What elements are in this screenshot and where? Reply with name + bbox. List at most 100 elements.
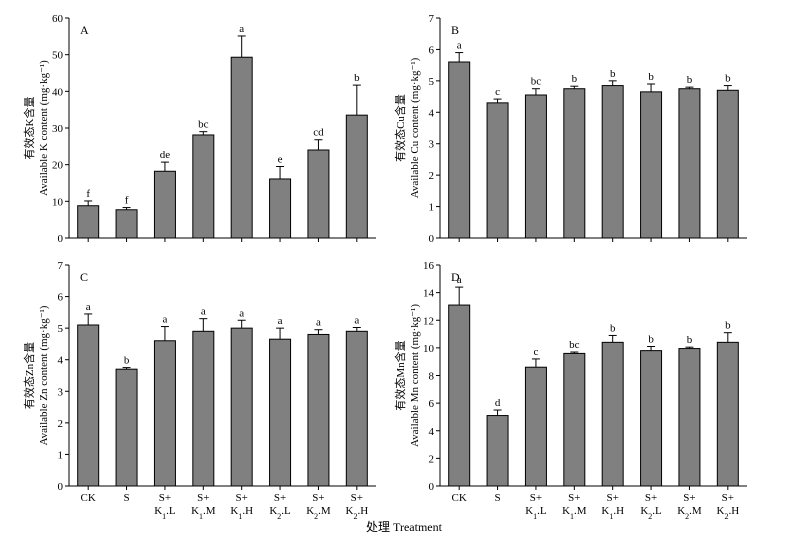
panel-letter: C (80, 270, 88, 284)
bar (345, 330, 368, 487)
y-tick-label: 6 (429, 398, 435, 410)
chart-panel-c: 0 1 2 3 4 5 6 7 a b a a a a a a C 有效态Zn含量 Available Zn con… (22, 260, 376, 521)
y-tick-label: 0 (58, 233, 64, 245)
significance-label: a (239, 307, 244, 319)
category-label: S+ (159, 492, 171, 504)
y-axis-label-chinese: 有效态K含量 (22, 97, 36, 160)
bar (307, 333, 330, 487)
bar (524, 94, 547, 239)
bar (716, 341, 739, 487)
category-label-line2: K2.M (677, 505, 702, 521)
bar (524, 366, 547, 487)
significance-label: a (162, 314, 167, 326)
y-tick-label: 50 (52, 50, 64, 62)
significance-label: b (610, 322, 616, 334)
significance-label: a (278, 315, 283, 327)
bar (153, 170, 176, 239)
category-label-line2: K1.H (601, 505, 624, 521)
category-label: CK (81, 492, 96, 504)
bar (230, 56, 253, 239)
category-label: S+ (351, 492, 363, 504)
category-label: S+ (312, 492, 324, 504)
category-label: S+ (530, 492, 542, 504)
significance-label: b (725, 320, 731, 332)
bar (345, 114, 368, 239)
bar (601, 85, 624, 239)
bar (716, 89, 739, 239)
y-tick-label: 40 (52, 86, 64, 98)
significance-label: f (86, 188, 90, 200)
y-tick-label: 5 (58, 323, 64, 335)
bar (192, 134, 215, 239)
category-label: S+ (683, 492, 695, 504)
y-tick-label: 1 (429, 202, 435, 214)
category-label: S+ (568, 492, 580, 504)
significance-label: c (533, 346, 538, 358)
category-label-line2: K2.H (345, 505, 368, 521)
significance-label: a (201, 306, 206, 318)
bar (448, 304, 471, 487)
panel-letter: B (451, 23, 459, 37)
significance-label: bc (569, 339, 580, 351)
category-label: S+ (274, 492, 286, 504)
significance-label: bc (198, 119, 209, 131)
chart-panel-b: 0 1 2 3 4 5 6 7 a c bc b b b b b B 有效态Cu含量 Available Cu co… (393, 13, 747, 245)
y-axis-label-english: Available Mn content (mg·kg⁻¹) (409, 304, 421, 447)
significance-label: a (457, 274, 462, 286)
significance-label: f (125, 195, 129, 207)
significance-label: b (354, 72, 360, 84)
category-label-line2: K1.L (154, 505, 176, 521)
category-label: S+ (236, 492, 248, 504)
significance-label: a (86, 301, 91, 313)
chart-panel-d: 0 2 4 6 8 10 12 14 16 a d c bc b b b b D 有效态Mn含量 Available … (393, 260, 747, 521)
significance-label: b (648, 333, 654, 345)
y-tick-label: 0 (429, 481, 435, 493)
y-tick-label: 8 (429, 371, 435, 383)
y-tick-label: 20 (52, 160, 64, 172)
y-tick-label: 1 (58, 449, 64, 461)
y-tick-label: 4 (429, 426, 435, 438)
y-tick-label: 5 (429, 76, 435, 88)
category-label-line2: K1.L (525, 505, 547, 521)
x-axis-title: 处理 Treatment (366, 520, 443, 534)
category-label: S+ (645, 492, 657, 504)
bar (486, 102, 509, 239)
y-tick-label: 2 (429, 453, 435, 465)
bar (307, 149, 330, 239)
bar (678, 88, 701, 239)
bar (77, 205, 100, 239)
bar (486, 415, 509, 487)
bar (192, 330, 215, 487)
bar (77, 324, 100, 487)
y-tick-label: 3 (58, 386, 64, 398)
significance-label: b (648, 71, 654, 83)
significance-label: bc (531, 76, 542, 88)
y-tick-label: 0 (58, 481, 64, 493)
y-tick-label: 60 (52, 13, 64, 25)
category-label: CK (452, 492, 467, 504)
significance-label: b (687, 334, 693, 346)
y-tick-label: 0 (429, 233, 435, 245)
y-tick-label: 10 (52, 196, 64, 208)
y-tick-label: 6 (429, 44, 435, 56)
y-axis-label-chinese: 有效态Mn含量 (393, 340, 407, 410)
significance-label: c (495, 86, 500, 98)
significance-label: a (457, 40, 462, 52)
significance-label: b (124, 355, 130, 367)
y-tick-label: 12 (423, 315, 434, 327)
y-tick-label: 2 (58, 418, 64, 430)
significance-label: b (687, 74, 693, 86)
significance-label: b (725, 73, 731, 85)
significance-label: d (495, 397, 501, 409)
category-label-line2: K2.L (269, 505, 291, 521)
bar (563, 352, 586, 487)
category-label-line2: K2.L (640, 505, 662, 521)
y-tick-label: 2 (429, 170, 435, 182)
panel-letter: D (451, 270, 460, 284)
y-tick-label: 7 (429, 13, 435, 25)
category-label-line2: K2.H (716, 505, 739, 521)
bar (115, 209, 138, 239)
category-label-line2: K2.M (306, 505, 331, 521)
significance-label: a (316, 317, 321, 329)
